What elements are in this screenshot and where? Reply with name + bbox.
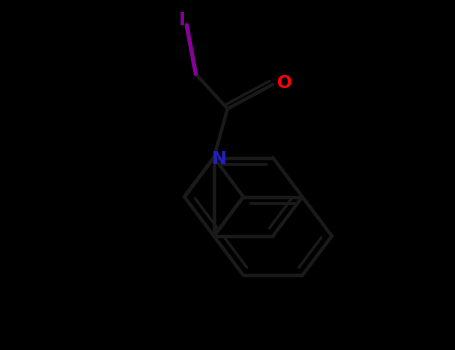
Text: O: O [277,74,292,92]
Text: N: N [211,150,226,168]
Text: I: I [179,11,186,29]
